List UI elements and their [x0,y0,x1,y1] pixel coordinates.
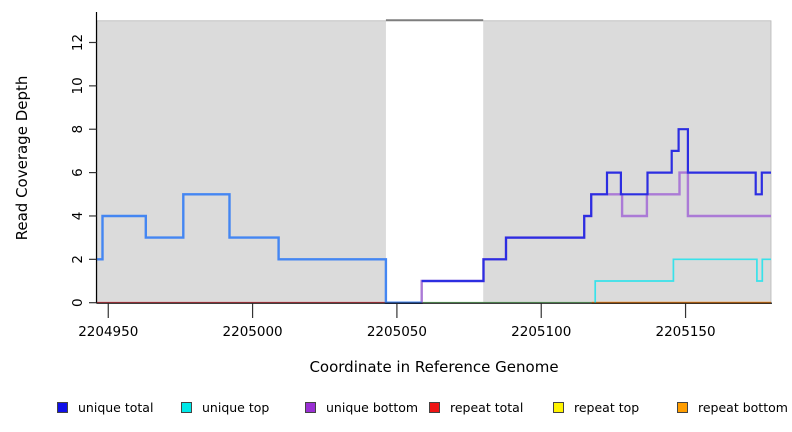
legend-item-unique-bottom: unique bottom [305,398,418,416]
series-unique-total-line [97,193,422,304]
legend-item-unique-total: unique total [57,398,153,416]
y-tick-label: 6 [70,168,86,177]
y-axis-title: Read Coverage Depth [13,76,31,241]
legend-item-label: unique top [202,399,270,415]
legend-swatch-repeat-total [429,401,440,413]
series-unique-top-line [594,258,771,303]
legend-item-unique-top: unique top [181,398,269,416]
legend-item-repeat-total: repeat total [429,398,523,416]
no-data-band [385,20,484,303]
legend-item-label: repeat top [574,399,640,415]
legend-item-label: unique total [78,399,154,415]
legend-swatch-unique-total [57,401,68,413]
legend-item-label: unique bottom [326,399,419,415]
legend-item-label: repeat bottom [698,399,788,415]
y-tick-label: 12 [70,34,86,51]
y-tick-label: 10 [70,77,86,94]
x-axis-title: Coordinate in Reference Genome [309,358,558,376]
legend-swatch-unique-top [181,401,192,413]
legend-item-repeat-bottom: repeat bottom [677,398,788,416]
y-tick-label: 4 [70,212,86,221]
legend-item-repeat-top: repeat top [553,398,639,416]
legend-swatch-repeat-top [553,401,564,413]
legend-swatch-unique-bottom [305,401,316,413]
x-tick-label: 2205100 [511,324,571,340]
legend-swatch-repeat-bottom [677,401,688,413]
x-tick-label: 2204950 [78,324,138,340]
chart-legend: unique total unique top unique bottom repea… [0,398,792,420]
y-tick-label: 8 [70,125,86,134]
legend-item-label: repeat total [450,399,524,415]
x-tick-label: 2205150 [655,324,715,340]
y-tick-label: 0 [70,298,86,307]
y-tick-label: 2 [70,255,86,264]
x-tick-label: 2205000 [223,324,283,340]
x-tick-label: 2205050 [367,324,427,340]
series-unique-total-line [421,128,771,283]
